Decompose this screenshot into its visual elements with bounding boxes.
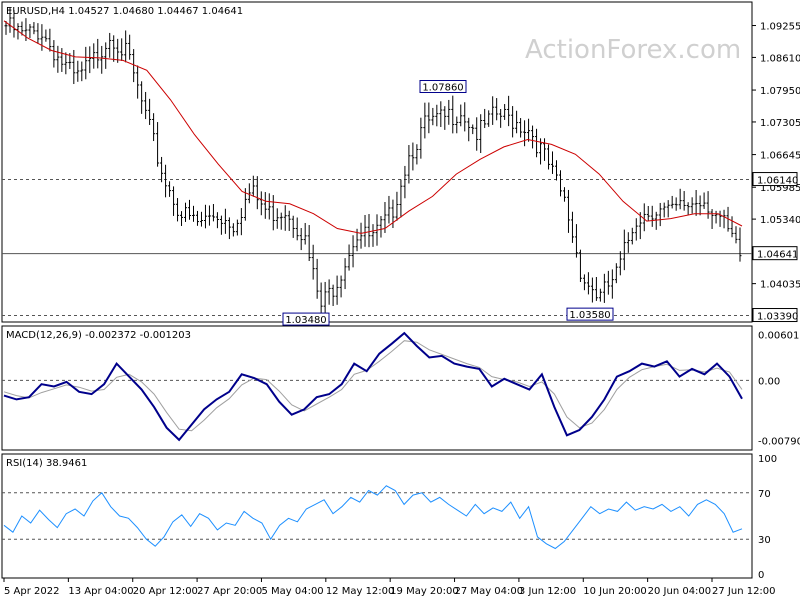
rsi-y-tick-label: 30 xyxy=(758,535,771,546)
rsi-y-tick-label: 0 xyxy=(758,570,764,581)
macd-panel-title: MACD(12,26,9) -0.002372 -0.001203 xyxy=(6,330,191,341)
price-level-box xyxy=(752,246,798,261)
price-y-tick-label: 1.04035 xyxy=(760,280,800,291)
x-tick-label: 5 May 04:00 xyxy=(261,586,323,597)
price-y-tick-label: 1.07305 xyxy=(760,118,800,129)
x-tick-label: 3 Jun 12:00 xyxy=(519,586,576,597)
macd-y-tick-label: -0.007907 xyxy=(758,437,800,448)
x-tick-label: 27 May 04:00 xyxy=(455,586,524,597)
price-level-label: 1.03390 xyxy=(757,312,798,323)
price-y-tick-label: 1.09255 xyxy=(760,22,800,33)
price-annotation-box xyxy=(282,312,330,326)
price-y-tick-label: 1.07950 xyxy=(760,86,800,97)
rsi-line xyxy=(3,485,743,550)
rsi-y-tick-label: 100 xyxy=(758,454,777,465)
x-tick-label: 12 May 12:00 xyxy=(326,586,395,597)
price-annotation-label: 1.07860 xyxy=(422,83,463,94)
x-tick-label: 13 Apr 04:00 xyxy=(68,586,133,597)
watermark-text: ActionForex.com xyxy=(525,35,741,65)
price-y-tick-label: 1.08610 xyxy=(760,53,800,64)
price-panel-title: EURUSD,H4 1.04527 1.04680 1.04467 1.0464… xyxy=(6,6,243,17)
x-tick-label: 5 Apr 2022 xyxy=(4,586,59,597)
macd-panel-frame xyxy=(1,325,753,451)
macd-y-tick-label: 0.006012 xyxy=(758,330,800,341)
price-annotation-box xyxy=(419,80,467,94)
price-y-tick-label: 1.05340 xyxy=(760,215,800,226)
rsi-panel-frame xyxy=(1,453,753,579)
rsi-plot xyxy=(2,485,752,550)
macd-plot xyxy=(2,331,752,442)
price-annotation-box xyxy=(566,307,614,321)
price-y-tick-label: 1.05985 xyxy=(760,183,800,194)
rsi-y-tick-label: 70 xyxy=(758,489,771,500)
x-tick-label: 27 Apr 20:00 xyxy=(197,586,262,597)
axes: 1.09255 1.08610 1.07950 1.07305 1.06645 1.059… xyxy=(3,22,800,597)
price-panel-frame xyxy=(1,1,753,323)
macd-y-tick-label: 0.00 xyxy=(758,376,780,387)
x-tick-label: 19 May 20:00 xyxy=(390,586,459,597)
macd-line xyxy=(3,331,743,442)
price-level-box xyxy=(752,308,798,323)
price-level-label: 1.06140 xyxy=(757,176,798,187)
price-annotation-label: 1.03480 xyxy=(285,315,326,326)
rsi-panel-title: RSI(14) 38.9461 xyxy=(6,458,87,469)
price-y-tick-label: 1.06645 xyxy=(760,151,800,162)
moving-average-line xyxy=(3,20,743,234)
x-tick-label: 20 Apr 12:00 xyxy=(133,586,198,597)
price-annotation-label: 1.03580 xyxy=(569,310,610,321)
price-level-label: 1.04641 xyxy=(757,250,798,261)
price-plot: 1.07860 1.03480 1.03580 xyxy=(2,7,752,326)
x-tick-label: 27 Jun 12:00 xyxy=(712,586,776,597)
price-level-box xyxy=(752,172,798,187)
x-tick-label: 10 Jun 20:00 xyxy=(583,586,647,597)
x-tick-label: 20 Jun 04:00 xyxy=(648,586,712,597)
